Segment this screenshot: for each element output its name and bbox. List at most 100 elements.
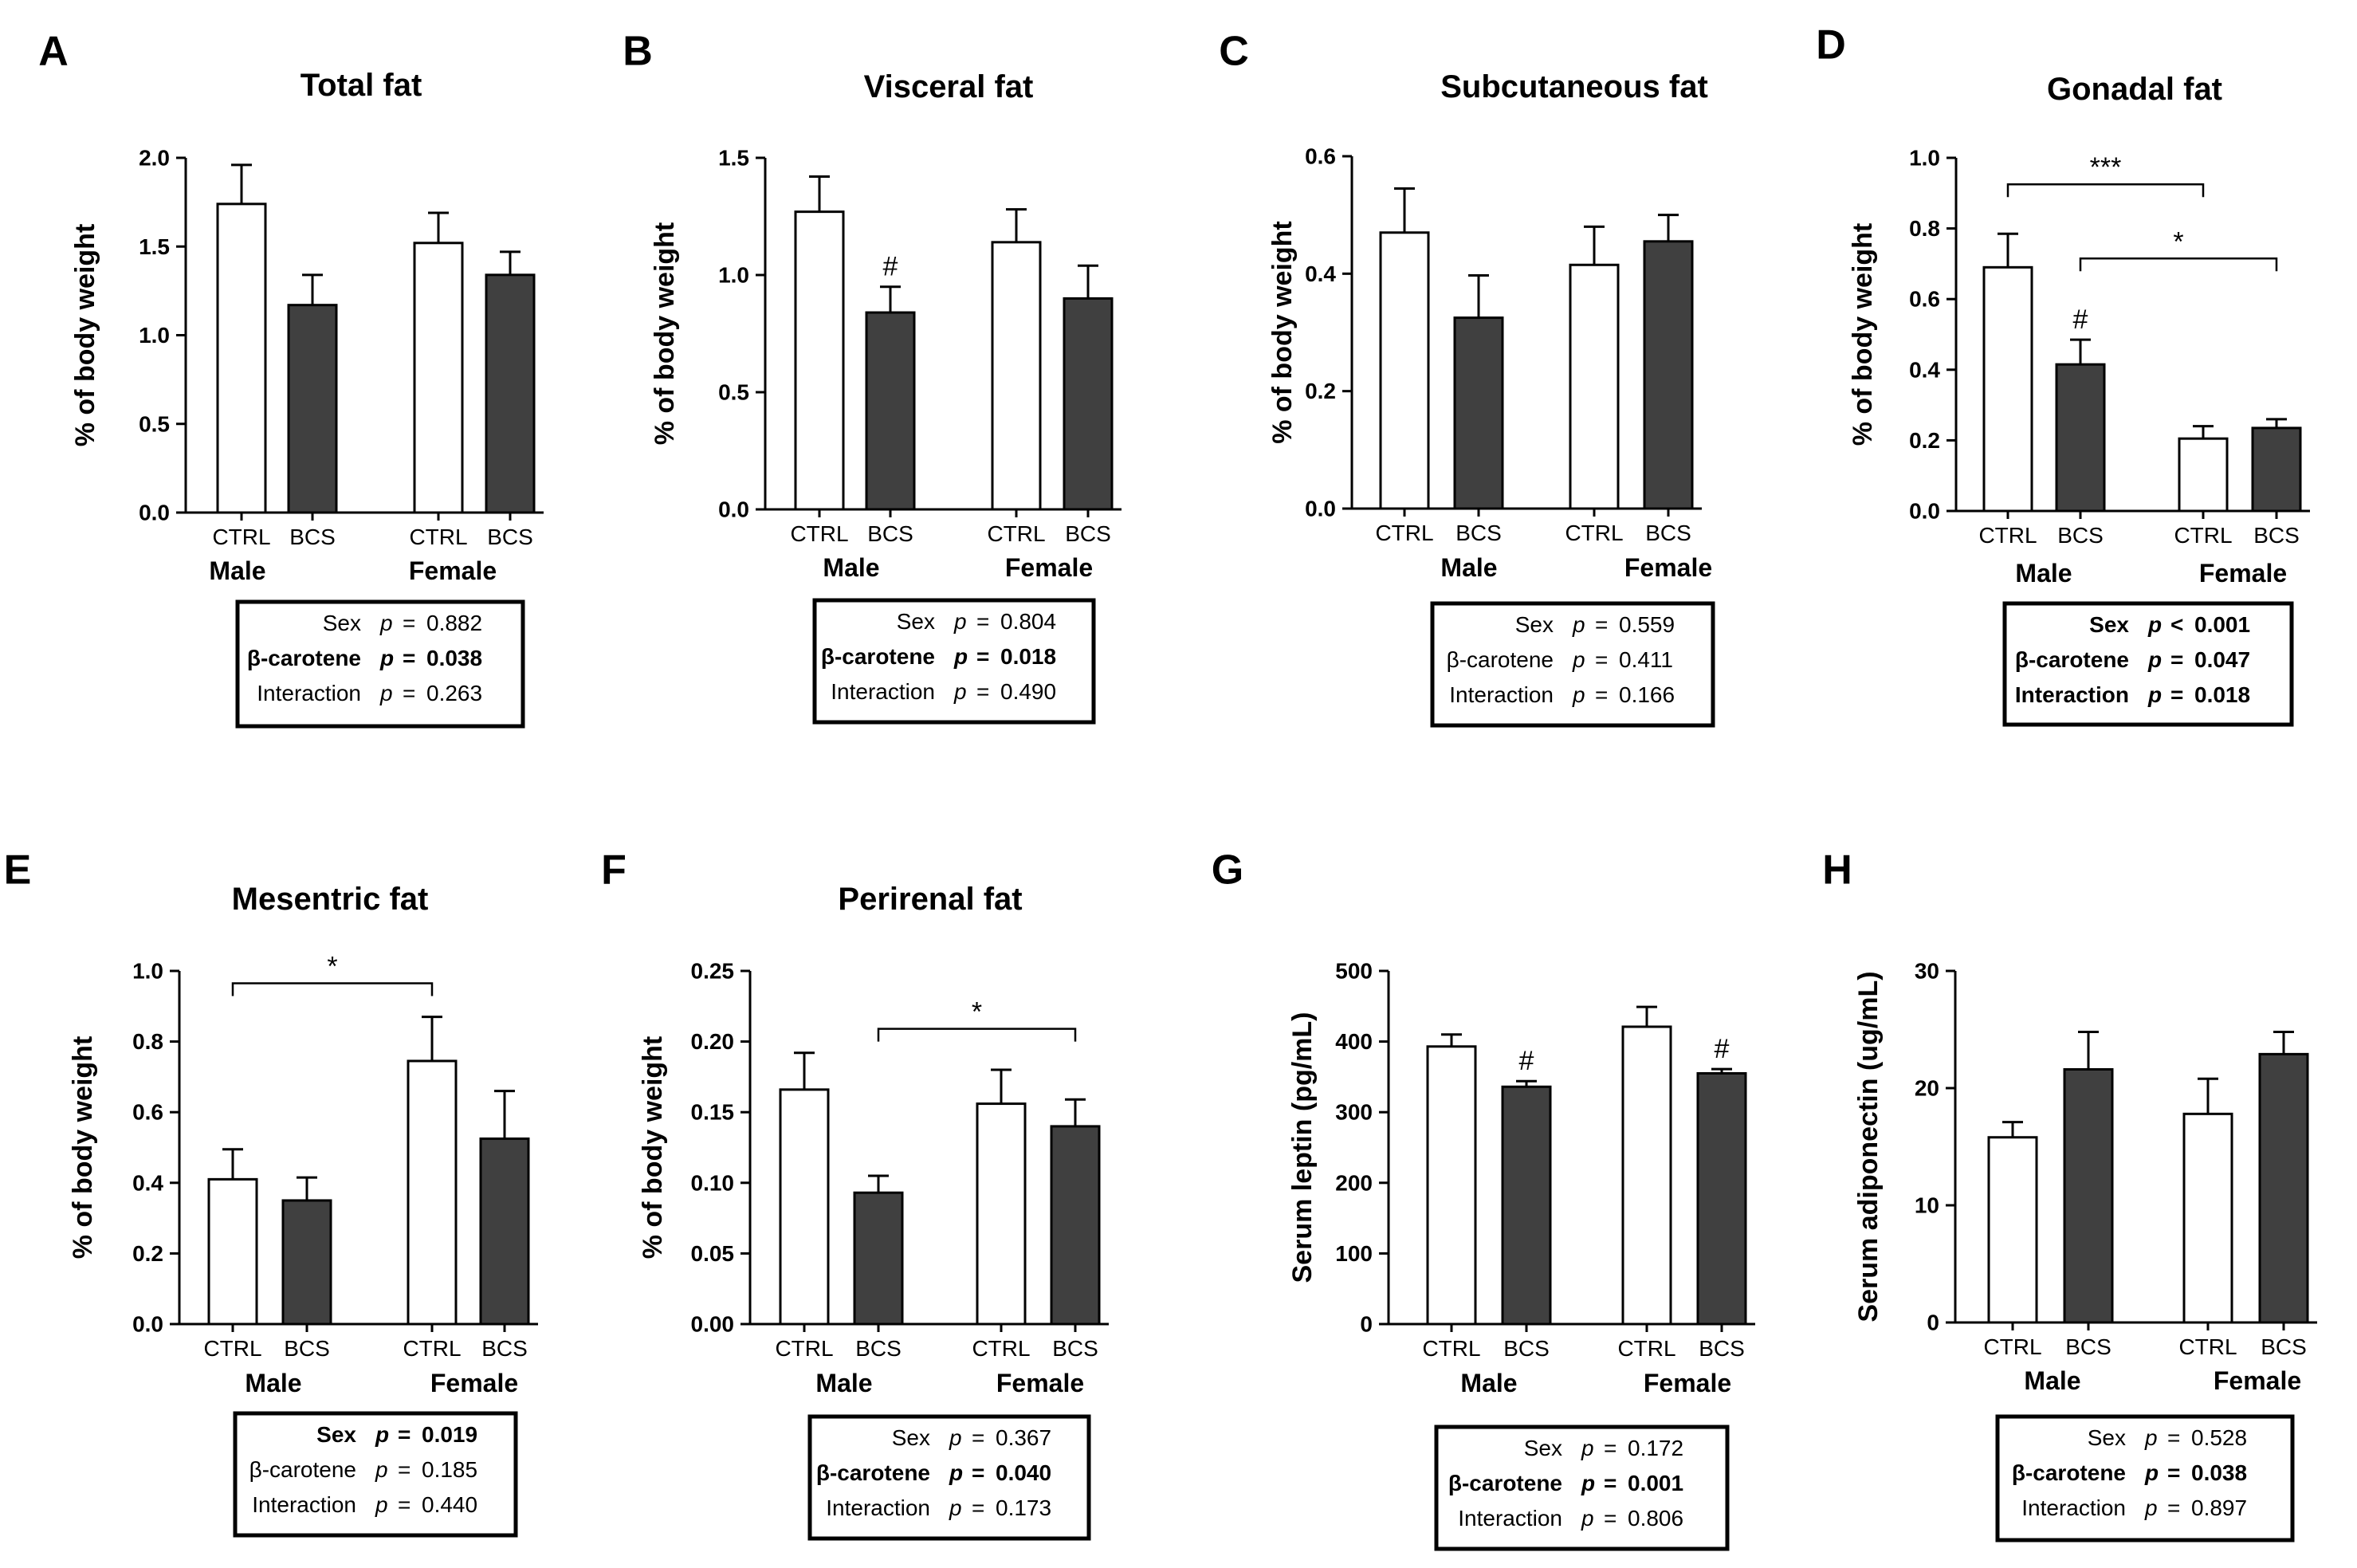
bar	[287, 304, 338, 514]
x-tick-label: BCS	[855, 1336, 902, 1361]
group-label: Female	[1644, 1369, 1731, 1397]
panel-letter: F	[601, 847, 627, 894]
significance-bracket	[2006, 183, 2205, 198]
y-axis-label: % of body weight	[1848, 223, 1878, 446]
y-tick-label: 0.2	[1305, 379, 1336, 403]
y-axis-label: Serum leptin (pg/mL)	[1287, 1012, 1318, 1283]
stat-operator: =	[403, 681, 415, 705]
panel-a: A Total fat 0.0 0.5 1.0 1.5 2.0 % of body weigh…	[38, 29, 544, 729]
stat-p-symbol: p	[1572, 647, 1585, 672]
bar	[853, 1191, 904, 1326]
stat-operator: =	[2170, 647, 2183, 672]
stat-operator: =	[2167, 1460, 2180, 1485]
panel-title: Total fat	[301, 68, 422, 103]
stat-p-symbol: p	[949, 1495, 962, 1520]
group-label: Male	[2024, 1366, 2080, 1395]
bar	[281, 1199, 332, 1326]
bracket-label: *	[327, 952, 337, 982]
stat-value: 0.806	[1628, 1506, 1683, 1531]
significance-bracket	[877, 1028, 1077, 1042]
stats-box	[2002, 601, 2294, 727]
stat-value: 0.411	[1619, 647, 1673, 672]
stat-value: 0.166	[1619, 682, 1675, 707]
x-tick-label: CTRL	[403, 1336, 461, 1361]
bar	[1621, 1025, 1672, 1326]
bar	[794, 210, 845, 511]
stat-p-symbol: p	[1572, 682, 1585, 707]
bar	[479, 1137, 530, 1326]
significance-marker: #	[2073, 305, 2088, 335]
bracket-label: *	[972, 997, 982, 1028]
stat-label: Sex	[323, 611, 361, 635]
bar	[976, 1102, 1027, 1326]
x-tick-label: BCS	[289, 525, 336, 549]
panel-c: C Subcutaneous fat 0.0 0.2 0.4 0.6 % of body w…	[1219, 29, 1715, 728]
y-tick-label: 0.0	[718, 497, 749, 522]
y-tick-label: 20	[1915, 1076, 1939, 1101]
y-tick-label: 0.2	[132, 1241, 163, 1266]
bar	[779, 1088, 830, 1326]
stat-operator: =	[976, 679, 989, 704]
stat-p-symbol: p	[375, 1492, 388, 1517]
stat-operator: =	[1604, 1436, 1617, 1460]
y-tick-label: 100	[1335, 1241, 1373, 1266]
stat-p-symbol: p	[1581, 1506, 1594, 1531]
stat-p-symbol: p	[375, 1422, 389, 1447]
x-tick-label: BCS	[1455, 521, 1502, 545]
stat-p-symbol: p	[375, 1457, 388, 1482]
panel-letter: H	[1822, 847, 1852, 894]
y-axis-label: % of body weight	[1267, 221, 1298, 444]
y-axis-label: % of body weight	[68, 1036, 98, 1260]
stats-box	[233, 1411, 518, 1538]
stat-label: Sex	[2088, 1425, 2126, 1450]
significance-bracket	[231, 982, 434, 996]
bar	[216, 202, 267, 514]
stat-label: Sex	[1524, 1436, 1562, 1460]
group-label: Female	[430, 1369, 518, 1397]
y-tick-label: 0.20	[691, 1029, 735, 1054]
stat-label: Sex	[2089, 612, 2129, 637]
y-tick-label: 0.6	[1909, 287, 1940, 312]
significance-bracket	[2079, 257, 2278, 272]
panel-title: Subcutaneous fat	[1440, 69, 1708, 104]
y-tick-label: 1.0	[132, 959, 163, 984]
x-tick-label: CTRL	[203, 1336, 261, 1361]
stat-operator: =	[1595, 647, 1608, 672]
y-tick-label: 0.4	[1909, 357, 1940, 382]
stats-box	[807, 1414, 1091, 1541]
x-tick-label: CTRL	[775, 1336, 833, 1361]
panel-title: Perirenal fat	[838, 882, 1022, 917]
bar	[1569, 263, 1620, 510]
x-tick-label: CTRL	[1978, 523, 2037, 548]
bar	[1063, 297, 1114, 511]
stat-p-symbol: p	[1572, 612, 1585, 637]
panel-h: H 0 10 20 30 Serum adiponectin (ug/mL) CTRL BCS…	[1822, 847, 2317, 1542]
y-tick-label: 500	[1335, 959, 1373, 984]
stat-p-symbol: p	[2147, 612, 2162, 637]
stat-p-symbol: p	[2147, 682, 2162, 707]
x-tick-label: BCS	[481, 1336, 528, 1361]
stat-operator: =	[1595, 682, 1608, 707]
group-label: Male	[1440, 553, 1497, 582]
panel-g: G 0 100 200 300 400 500 Serum leptin (pg/mL) CTR…	[1212, 847, 1755, 1551]
x-tick-label: BCS	[1699, 1336, 1745, 1361]
bar	[1501, 1085, 1552, 1326]
stat-value: 0.528	[2191, 1425, 2247, 1450]
y-tick-label: 0.8	[132, 1029, 163, 1054]
stat-value: 0.882	[426, 611, 482, 635]
y-tick-label: 0.4	[132, 1170, 163, 1195]
panel-title: Visceral fat	[864, 69, 1034, 104]
bar	[2055, 363, 2106, 513]
stat-value: 0.038	[2191, 1460, 2247, 1485]
y-tick-label: 2.0	[139, 146, 170, 171]
stat-label: Interaction	[2021, 1495, 2126, 1520]
bar	[1987, 1136, 2038, 1324]
y-tick-label: 0.0	[139, 501, 170, 525]
y-tick-label: 0	[1927, 1311, 1939, 1335]
stat-p-symbol: p	[379, 681, 393, 705]
bracket-label: ***	[2090, 152, 2122, 183]
x-tick-label: BCS	[1645, 521, 1691, 545]
bar	[2063, 1067, 2114, 1324]
y-tick-label: 0.5	[139, 411, 170, 436]
panel-letter: E	[4, 847, 32, 894]
